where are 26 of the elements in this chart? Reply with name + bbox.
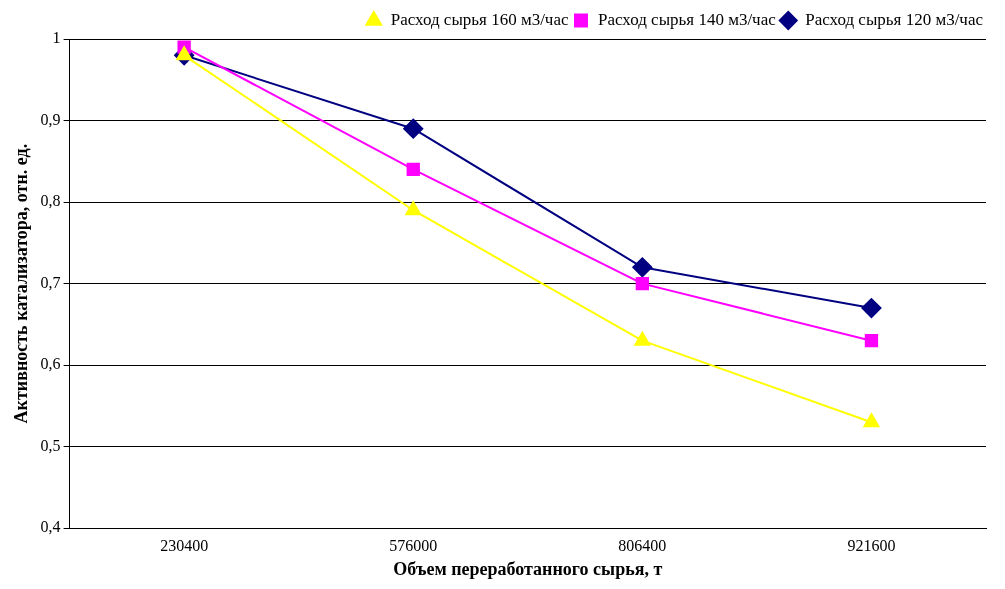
x-tick-label: 230400 bbox=[160, 537, 209, 554]
point bbox=[632, 257, 653, 278]
y-tick-label: 0,5 bbox=[40, 436, 61, 454]
point bbox=[405, 201, 422, 216]
x-tick-label: 921600 bbox=[847, 537, 896, 554]
point bbox=[634, 331, 651, 346]
legend-label: Расход сырья 160 м3/час bbox=[390, 9, 569, 29]
y-tick-label: 1 bbox=[52, 29, 61, 47]
x-tick-label: 576000 bbox=[389, 537, 438, 554]
x-axis-title: Объем переработанного сырья, т bbox=[393, 558, 663, 579]
legend-label: Расход сырья 140 м3/час bbox=[598, 9, 777, 29]
point bbox=[861, 298, 882, 319]
point bbox=[635, 276, 650, 291]
y-tick-label: 0,6 bbox=[40, 355, 61, 373]
legend-label: Расход сырья 120 м3/час bbox=[805, 9, 984, 29]
point bbox=[863, 413, 880, 428]
y-axis-title: Активность катализатора, отн. ед. bbox=[11, 143, 32, 424]
point bbox=[864, 334, 879, 348]
x-tick-label: 806400 bbox=[618, 537, 667, 554]
y-tick-label: 0,8 bbox=[40, 192, 61, 210]
point bbox=[403, 118, 424, 139]
point bbox=[176, 46, 193, 61]
y-tick-label: 0,4 bbox=[40, 518, 61, 536]
point bbox=[406, 162, 420, 177]
y-tick-label: 0,7 bbox=[40, 273, 61, 291]
y-tick-label: 0,9 bbox=[40, 110, 61, 128]
